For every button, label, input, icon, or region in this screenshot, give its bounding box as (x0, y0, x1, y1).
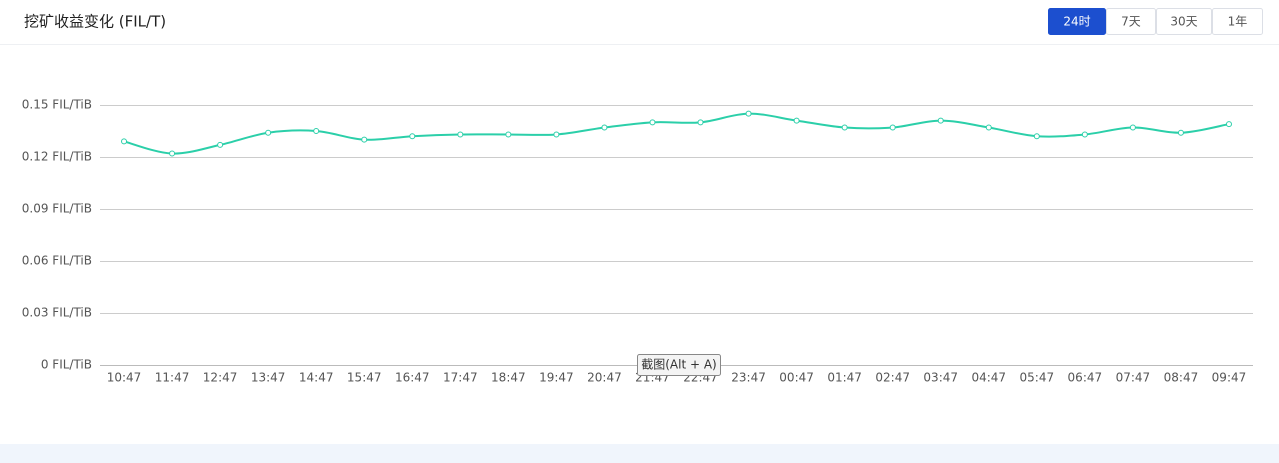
point (985, 124, 992, 131)
x-tick-label: 06:47 (1068, 371, 1103, 385)
point (697, 119, 704, 126)
x-tick-label: 11:47 (155, 371, 190, 385)
x-tick-label: 04:47 (971, 371, 1006, 385)
x-tick-label: 07:47 (1116, 371, 1151, 385)
x-tick-label: 09:47 (1212, 371, 1247, 385)
x-tick-label: 05:47 (1020, 371, 1055, 385)
title: 挖矿收益变化 (FIL/T) (24, 13, 166, 31)
point (553, 131, 560, 138)
point (649, 119, 656, 126)
x-tick-label: 08:47 (1164, 371, 1199, 385)
tab-label[interactable]: 7天 (1121, 15, 1141, 29)
tab[interactable] (1156, 8, 1212, 35)
x-tick-label: 14:47 (299, 371, 334, 385)
point (1129, 124, 1136, 131)
point (265, 129, 272, 136)
y-tick-label: 0.12 FIL/TiB (22, 150, 92, 164)
chart: 挖矿收益变化 (FIL/T) 24时 7天 30天 1年 0 FIL/TiB 0.03 F… (0, 8, 1279, 385)
point (361, 136, 368, 143)
point (1033, 133, 1040, 140)
tab[interactable] (1106, 8, 1156, 35)
tab-label[interactable]: 30天 (1170, 15, 1197, 29)
point (409, 133, 416, 140)
point (745, 110, 752, 117)
x-tick-label: 01:47 (827, 371, 862, 385)
point (601, 124, 608, 131)
y-tick-label: 0.06 FIL/TiB (22, 254, 92, 268)
point (1081, 131, 1088, 138)
y-tick-label: 0.15 FIL/TiB (22, 98, 92, 112)
x-tick-label: 15:47 (347, 371, 382, 385)
x-tick-label: 02:47 (875, 371, 910, 385)
x-tick-label: 12:47 (203, 371, 238, 385)
x-tick-label: 19:47 (539, 371, 574, 385)
point (1177, 129, 1184, 136)
point (793, 117, 800, 124)
x-tick-label: 13:47 (251, 371, 286, 385)
tab[interactable] (1048, 8, 1106, 35)
point (313, 128, 320, 134)
tooltip: 截图(Alt + A) (641, 358, 717, 372)
point (1225, 121, 1232, 128)
x-tick-label: 16:47 (395, 371, 430, 385)
point (937, 117, 944, 124)
y-tick-label: 0.03 FIL/TiB (22, 306, 92, 320)
x-tick-label: 17:47 (443, 371, 478, 385)
tab-label[interactable]: 1年 (1228, 15, 1248, 29)
x-tick-label: 03:47 (923, 371, 958, 385)
tab[interactable] (1212, 8, 1263, 35)
point (169, 150, 176, 157)
y-tick-label: 0.09 FIL/TiB (22, 202, 92, 216)
series-line (123, 112, 1230, 155)
x-tick-label: 23:47 (731, 371, 766, 385)
card: 挖矿收益变化 (FIL/T) 24时 7天 30天 1年 0 FIL/TiB 0.03 F… (0, 0, 1279, 444)
point (841, 124, 848, 131)
x-tick-label: 18:47 (491, 371, 526, 385)
tooltip-box (637, 354, 721, 376)
point (457, 131, 464, 138)
point (217, 141, 224, 148)
point (121, 138, 128, 145)
x-tick-label: 10:47 (107, 371, 142, 385)
tab-label[interactable]: 24时 (1063, 15, 1090, 29)
x-tick-label: 00:47 (779, 371, 814, 385)
x-tick-label: 20:47 (587, 371, 622, 385)
point (505, 131, 512, 138)
y-tick-label: 0 FIL/TiB (41, 358, 92, 372)
point (889, 124, 896, 131)
